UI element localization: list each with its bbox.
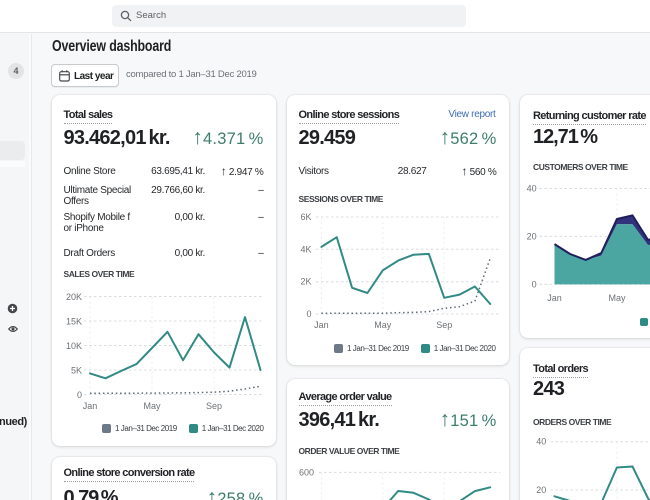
svg-text:6K: 6K [300, 212, 311, 222]
svg-text:Jan: Jan [82, 401, 97, 411]
svg-text:May: May [143, 401, 161, 411]
svg-text:May: May [608, 293, 626, 303]
svg-text:15K: 15K [65, 317, 81, 327]
svg-text:20K: 20K [65, 292, 81, 302]
svg-text:10K: 10K [65, 341, 81, 351]
svg-text:2K: 2K [300, 277, 311, 287]
svg-text:May: May [374, 320, 392, 330]
svg-text:40: 40 [536, 437, 546, 447]
svg-text:Jan: Jan [314, 320, 329, 330]
svg-text:20: 20 [527, 231, 537, 241]
svg-text:Jan: Jan [547, 293, 562, 303]
svg-text:Sep: Sep [436, 320, 452, 330]
svg-text:Sep: Sep [205, 401, 221, 411]
svg-text:0: 0 [532, 279, 537, 289]
svg-text:0: 0 [306, 309, 311, 319]
svg-text:40: 40 [527, 184, 537, 194]
svg-text:600: 600 [299, 467, 314, 477]
svg-text:0: 0 [76, 390, 81, 400]
svg-text:5K: 5K [70, 366, 81, 376]
svg-text:4K: 4K [300, 244, 311, 254]
svg-text:20: 20 [536, 485, 546, 495]
